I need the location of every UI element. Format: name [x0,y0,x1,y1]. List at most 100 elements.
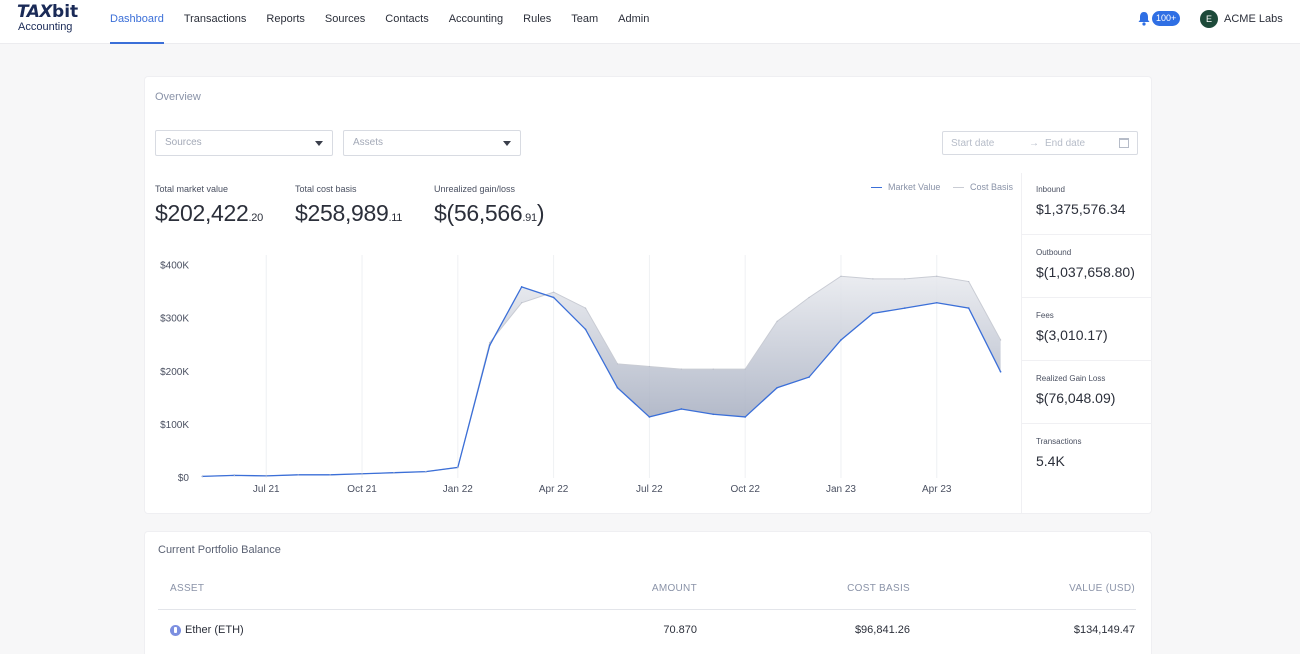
x-tick-label: Apr 23 [922,484,952,495]
start-date-input[interactable]: Start date [951,138,995,149]
market-value-point [680,408,683,410]
cost-basis-point [904,278,906,280]
market-value-point [999,371,1002,373]
realized-gain-loss-stat: Realized Gain Loss $(76,048.09) [1022,362,1152,424]
inbound-stat: Inbound $1,375,576.34 [1022,173,1152,235]
market-value-point [840,339,842,341]
logo-bit: bit [52,2,79,22]
cost-basis-point [553,291,555,293]
chevron-down-icon [315,141,323,146]
org-name[interactable]: ACME Labs [1224,13,1283,25]
x-tick-label: Jul 21 [253,484,280,495]
notification-count-badge[interactable]: 100+ [1152,11,1181,26]
cost-basis-point [297,474,299,476]
market-value-point [776,386,778,389]
chevron-down-icon [503,141,511,146]
ether-icon [170,625,181,636]
sources-select[interactable]: Sources [155,130,333,156]
nav-item-rules[interactable]: Rules [523,13,552,25]
market-value-point [872,312,874,315]
logo-secondary: Accounting [18,21,73,33]
market-value-point [808,376,810,378]
nav-item-contacts[interactable]: Contacts [385,13,429,25]
x-tick-label: Jan 23 [826,484,856,495]
inbound-label: Inbound [1036,185,1065,194]
cost-basis-point [648,365,650,368]
cost-basis-point [968,280,970,283]
nav-item-team[interactable]: Team [571,13,599,25]
outbound-stat: Outbound $(1,037,658.80) [1022,236,1152,298]
sources-placeholder: Sources [165,137,202,148]
calendar-icon[interactable] [1119,138,1129,148]
cost-basis-point [457,466,459,468]
portfolio-value-chart: $0 $100K $200K $300K $400K Jul 21 Oct 21 Jan 22… [160,255,1002,495]
market-value-point [935,301,938,304]
cost-basis-point [616,363,619,365]
assets-select[interactable]: Assets [343,130,521,156]
transactions-stat: Transactions 5.4K [1022,425,1152,487]
x-tick-label: Jul 22 [636,484,663,495]
legend-swatch-cost-basis [953,187,964,189]
portfolio-balance-card: Current Portfolio Balance ASSET AMOUNT C… [145,532,1151,654]
cost-basis-point [744,368,746,370]
market-value-point [712,413,715,416]
cost-basis-point [936,275,938,277]
market-value-point [552,296,555,299]
cost-basis-point [808,296,810,299]
market-value-point [967,307,970,309]
taxbit-logo[interactable]: TAXbit Accounting [17,4,87,36]
column-header-asset[interactable]: ASSET [170,583,205,594]
main-nav: Dashboard Transactions Reports Sources C… [100,0,659,44]
y-tick-label: $200K [160,367,189,378]
unrealized-gain-loss-label: Unrealized gain/loss [434,184,516,194]
overview-card: Overview Sources Assets Start date → End… [145,77,1152,513]
cost-basis-point [201,475,203,478]
end-date-input[interactable]: End date [1045,138,1086,149]
org-avatar[interactable]: E [1200,10,1218,28]
fees-stat: Fees $(3,010.17) [1022,299,1152,361]
nav-item-reports[interactable]: Reports [266,13,305,25]
asset-name[interactable]: Ether (ETH) [185,624,244,636]
inbound-value: $1,375,576.34 [1036,201,1126,217]
summary-stats-panel: Inbound $1,375,576.34 Outbound $(1,037,6… [1021,173,1152,513]
column-header-amount[interactable]: AMOUNT [651,583,697,594]
nav-item-sources[interactable]: Sources [324,13,366,25]
date-range-picker[interactable]: Start date → End date [942,131,1138,155]
y-tick-label: $0 [178,473,190,484]
market-value-point [488,344,491,347]
asset-value: $134,149.47 [1073,624,1135,636]
x-tick-label: Apr 22 [539,484,569,495]
column-header-cost-basis[interactable]: COST BASIS [847,583,910,594]
outbound-label: Outbound [1036,248,1072,257]
nav-item-admin[interactable]: Admin [618,13,650,25]
cost-basis-point [584,307,587,309]
cost-basis-point [329,474,331,476]
outbound-value: $(1,037,658.80) [1036,264,1135,280]
bell-icon[interactable] [1137,11,1151,26]
arrow-right-icon: → [1029,138,1039,149]
table-header-divider [158,609,1136,610]
cost-basis-point [680,368,682,370]
cost-basis-point [840,275,842,277]
portfolio-title: Current Portfolio Balance [158,544,281,556]
legend-market-value: Market Value [871,182,940,192]
logo-primary: TAX [17,2,53,22]
nav-item-dashboard[interactable]: Dashboard [100,0,174,44]
realized-gain-loss-label: Realized Gain Loss [1036,374,1106,383]
nav-item-transactions[interactable]: Transactions [183,13,247,25]
cost-basis-point [776,320,778,322]
realized-gain-loss-value: $(76,048.09) [1036,390,1116,406]
cost-basis-point [393,472,395,474]
assets-placeholder: Assets [353,137,384,148]
y-tick-label: $400K [160,261,189,272]
cost-basis-point [872,278,874,280]
column-header-value[interactable]: VALUE (USD) [1069,583,1135,594]
total-cost-basis-label: Total cost basis [295,184,357,194]
cost-basis-point [489,342,491,344]
y-tick-label: $300K [160,314,189,325]
unrealized-gain-loss: $(56,566.91) [434,200,545,226]
market-value-point [648,416,651,418]
x-tick-label: Jan 22 [443,484,473,495]
total-market-value: $202,422.20 [155,200,263,226]
nav-item-accounting[interactable]: Accounting [448,13,504,25]
